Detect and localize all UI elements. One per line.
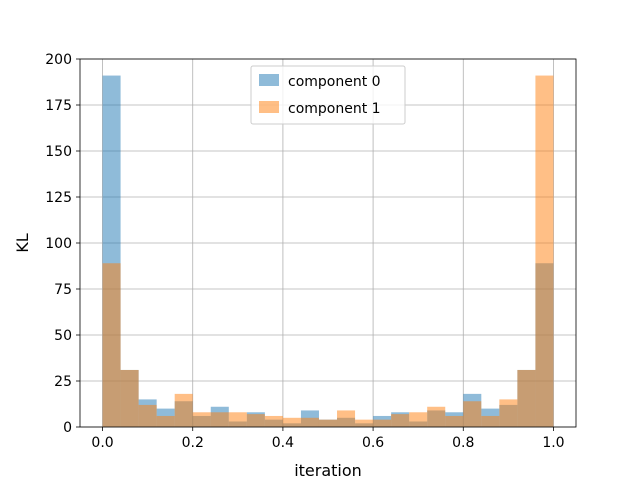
y-tick-label: 150	[45, 144, 72, 160]
bar-component-1	[264, 415, 283, 427]
bar-component-1	[445, 415, 464, 427]
bar-component-1	[373, 419, 392, 427]
legend-box	[250, 65, 406, 125]
x-tick-label: 1.0	[542, 435, 564, 451]
bar-component-1	[282, 417, 301, 427]
y-axis-ticks: 0 25 50 75 100 125 150 175 200	[45, 52, 80, 436]
x-tick-label: 0.2	[182, 435, 204, 451]
bar-component-1	[337, 410, 356, 427]
histogram-bars	[102, 75, 554, 427]
x-tick-label: 0.6	[362, 435, 384, 451]
x-tick-label: 0.8	[452, 435, 474, 451]
bar-component-1	[355, 419, 374, 427]
legend-label-component-1: component 1	[288, 101, 381, 117]
x-tick-label: 0.0	[91, 435, 113, 451]
y-tick-label: 125	[45, 190, 72, 206]
bar-component-1	[228, 412, 247, 427]
legend-label-component-0: component 0	[288, 74, 381, 90]
bar-component-1	[463, 401, 482, 427]
bar-component-1	[481, 415, 500, 427]
y-tick-label: 100	[45, 236, 72, 252]
bar-component-1	[427, 406, 446, 427]
bar-component-1	[517, 369, 536, 427]
y-tick-label: 200	[45, 52, 72, 68]
bar-component-1	[210, 412, 229, 427]
bar-component-1	[300, 417, 319, 427]
legend-swatch-component-1	[259, 101, 279, 113]
bar-component-1	[156, 415, 175, 427]
x-axis-label: iteration	[294, 461, 362, 480]
legend-swatch-component-0	[259, 74, 279, 86]
y-tick-label: 175	[45, 98, 72, 114]
bar-component-1	[499, 399, 518, 427]
y-tick-label: 50	[54, 328, 72, 344]
bar-component-1	[246, 414, 265, 427]
bar-component-1	[318, 419, 338, 427]
bar-component-1	[409, 412, 428, 427]
y-axis-label: KL	[13, 233, 32, 252]
bar-component-1	[174, 393, 193, 427]
legend: component 0 component 1	[250, 65, 406, 125]
x-tick-label: 0.4	[272, 435, 294, 451]
x-axis-ticks: 0.0 0.2 0.4 0.6 0.8 1.0	[91, 427, 565, 451]
y-tick-label: 25	[54, 374, 72, 390]
bar-component-1	[535, 75, 554, 427]
bar-component-1	[120, 369, 139, 427]
bar-component-1	[192, 412, 211, 427]
bar-component-1	[102, 263, 121, 427]
bar-component-1	[391, 414, 410, 427]
bar-component-1	[138, 404, 157, 427]
y-tick-label: 75	[54, 282, 72, 298]
y-tick-label: 0	[63, 420, 72, 436]
